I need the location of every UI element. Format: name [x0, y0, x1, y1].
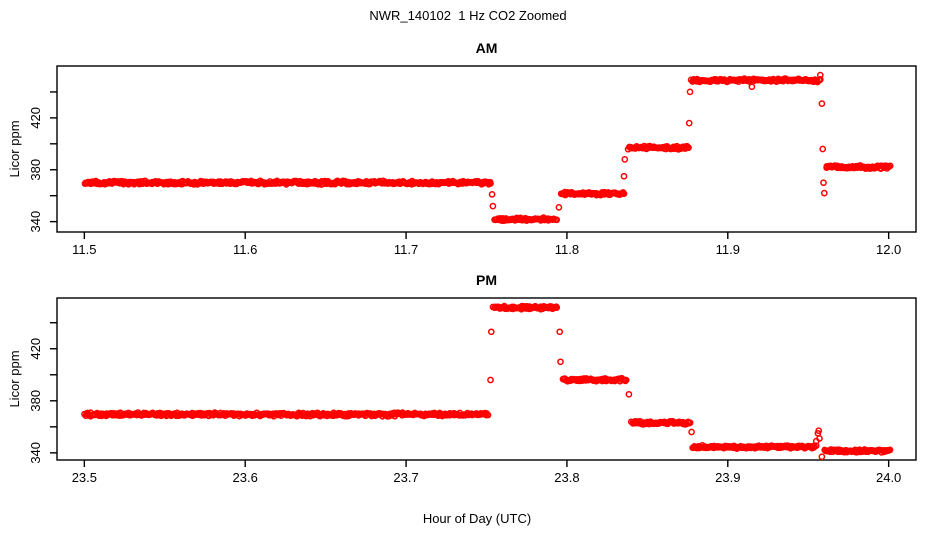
- x-tick-label: 23.7: [393, 470, 418, 485]
- transition-point: [556, 328, 564, 336]
- x-tick-label: 11.6: [233, 242, 257, 257]
- y-tick-label: 380: [28, 390, 43, 412]
- panel-title-pm: PM: [476, 272, 497, 288]
- data-point: [620, 190, 628, 198]
- transition-point: [818, 100, 826, 107]
- x-axis-label: Hour of Day (UTC): [422, 511, 532, 526]
- transition-point: [488, 191, 496, 198]
- data-point: [553, 304, 561, 311]
- x-tick-label: 23.5: [72, 470, 97, 485]
- transition-point: [685, 119, 693, 127]
- transition-point: [818, 453, 826, 461]
- data-point: [553, 216, 561, 224]
- data-point: [622, 376, 630, 384]
- transition-point: [487, 328, 495, 336]
- x-tick-label: 11.9: [716, 242, 740, 257]
- x-tick-label: 23.8: [554, 470, 579, 485]
- panel-title-am: AM: [475, 40, 498, 56]
- transition-point: [688, 428, 695, 436]
- data-point: [484, 411, 492, 419]
- x-tick-label: 11.7: [394, 242, 418, 257]
- transition-point: [820, 189, 828, 197]
- transition-point: [820, 179, 827, 187]
- y-tick-label: 340: [28, 442, 43, 464]
- transition-point: [555, 204, 563, 211]
- scatter-points-am: [81, 71, 894, 224]
- data-point: [886, 162, 894, 170]
- x-tick-label: 11.8: [555, 242, 579, 257]
- transition-point: [816, 435, 823, 442]
- plot-box-am: [56, 65, 917, 233]
- x-tick-label: 11.5: [72, 242, 96, 257]
- transition-point: [685, 144, 692, 152]
- data-point: [886, 446, 894, 454]
- scatter-points-pm: [81, 302, 894, 461]
- transition-point: [748, 83, 756, 91]
- transition-point: [625, 390, 633, 398]
- y-tick-label: 340: [28, 211, 43, 233]
- y-tick-label: 420: [28, 107, 43, 129]
- y-tick-label: 420: [28, 338, 43, 360]
- data-point: [816, 76, 824, 83]
- transition-point: [686, 88, 694, 96]
- transition-point: [620, 172, 628, 180]
- transition-point: [815, 427, 823, 435]
- transition-point: [621, 156, 629, 163]
- figure-title: NWR_140102 1 Hz CO2 Zoomed: [369, 8, 567, 23]
- x-tick-label: 24.0: [876, 470, 901, 485]
- transition-point: [816, 71, 824, 79]
- transition-point: [487, 376, 494, 384]
- transition-point: [819, 145, 827, 153]
- x-tick-label: 23.6: [233, 470, 258, 485]
- transition-point: [557, 358, 564, 366]
- transition-point: [489, 202, 497, 210]
- data-point: [686, 419, 694, 427]
- x-tick-label: 12.0: [876, 242, 901, 257]
- y-tick-label: 380: [28, 159, 43, 181]
- x-tick-label: 23.9: [715, 470, 740, 485]
- data-point: [487, 180, 494, 187]
- plot-box-pm: [56, 297, 917, 461]
